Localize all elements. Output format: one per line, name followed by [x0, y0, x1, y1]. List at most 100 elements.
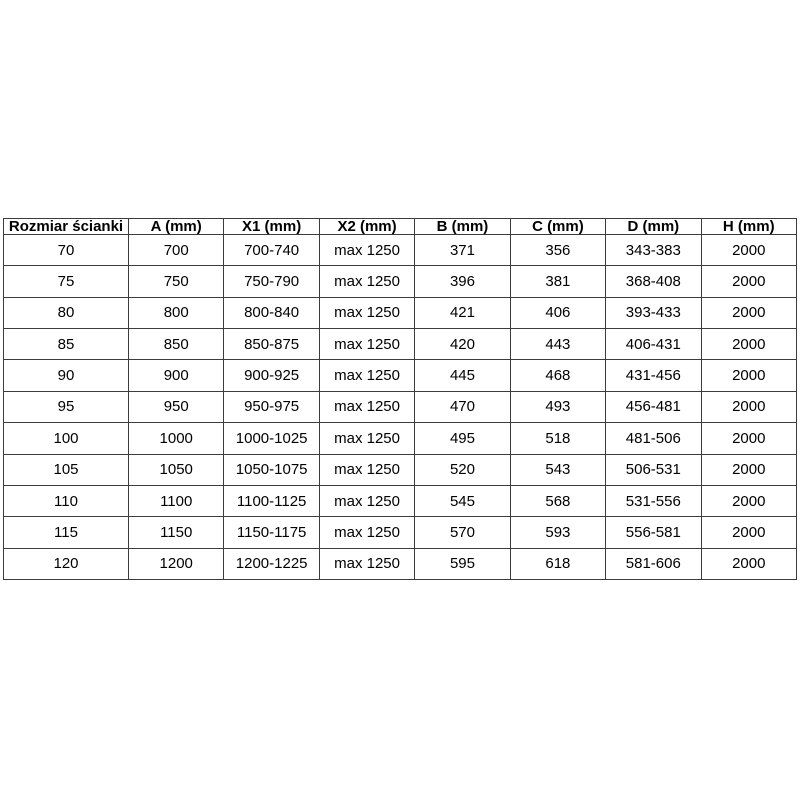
table-cell: 2000: [700, 328, 798, 361]
table-cell: 90: [3, 359, 129, 392]
table-cell: 105: [3, 453, 129, 486]
column-header-6: D (mm): [605, 218, 702, 235]
table-header-row: Rozmiar ścianki A (mm) X1 (mm) X2 (mm) B (mm…: [3, 218, 798, 235]
column-header-7: H (mm): [700, 218, 798, 235]
table-cell: 80: [3, 296, 129, 330]
table-cell: max 1250: [318, 390, 416, 424]
table-cell: 456-481: [605, 390, 702, 424]
table-cell: 406: [509, 296, 607, 330]
table-row: 85 850 850-875 max 1250 420 443 406-431 2000: [3, 328, 798, 361]
table-cell: 556-581: [605, 516, 702, 549]
table-cell: 70: [3, 233, 129, 267]
table-cell: 531-556: [605, 484, 702, 518]
table-cell: max 1250: [318, 484, 416, 518]
table-cell: 1150: [127, 516, 225, 549]
table-cell: 950: [127, 390, 225, 424]
table-cell: 700: [127, 233, 225, 267]
table-cell: max 1250: [318, 233, 416, 267]
table-cell: 1100-1125: [223, 484, 320, 518]
table-cell: 1100: [127, 484, 225, 518]
table-row: 100 1000 1000-1025 max 1250 495 518 481-506 200…: [3, 422, 798, 455]
table-cell: 2000: [700, 233, 798, 267]
table-cell: 800: [127, 296, 225, 330]
table-body: 70 700 700-740 max 1250 371 356 343-383 2000 75 7…: [3, 233, 798, 581]
table-row: 90 900 900-925 max 1250 445 468 431-456 2000: [3, 359, 798, 392]
table-cell: 100: [3, 422, 129, 455]
table-cell: max 1250: [318, 422, 416, 455]
table-cell: 700-740: [223, 233, 320, 267]
table-cell: 850-875: [223, 328, 320, 361]
table-cell: 493: [509, 390, 607, 424]
table-cell: 95: [3, 390, 129, 424]
table-cell: 2000: [700, 265, 798, 298]
table-cell: max 1250: [318, 265, 416, 298]
table-cell: 593: [509, 516, 607, 549]
dimensions-table: Rozmiar ścianki A (mm) X1 (mm) X2 (mm) B (mm…: [3, 218, 798, 581]
table-cell: 371: [414, 233, 511, 267]
table-cell: 581-606: [605, 547, 702, 581]
table-cell: 2000: [700, 516, 798, 549]
table-cell: 431-456: [605, 359, 702, 392]
table-cell: 343-383: [605, 233, 702, 267]
table-header: Rozmiar ścianki A (mm) X1 (mm) X2 (mm) B (mm…: [3, 218, 798, 235]
table-cell: 618: [509, 547, 607, 581]
table-cell: 356: [509, 233, 607, 267]
table-cell: 406-431: [605, 328, 702, 361]
table-cell: 595: [414, 547, 511, 581]
table-cell: 950-975: [223, 390, 320, 424]
table-cell: max 1250: [318, 359, 416, 392]
table-row: 75 750 750-790 max 1250 396 381 368-408 2000: [3, 265, 798, 298]
table-cell: 520: [414, 453, 511, 486]
table-cell: 2000: [700, 484, 798, 518]
table-cell: max 1250: [318, 296, 416, 330]
table-cell: max 1250: [318, 328, 416, 361]
column-header-2: X1 (mm): [223, 218, 320, 235]
table-cell: 506-531: [605, 453, 702, 486]
table-cell: max 1250: [318, 453, 416, 486]
table-cell: 470: [414, 390, 511, 424]
table-cell: 900: [127, 359, 225, 392]
table-cell: max 1250: [318, 547, 416, 581]
table-cell: 1000: [127, 422, 225, 455]
table-cell: 543: [509, 453, 607, 486]
table-row: 115 1150 1150-1175 max 1250 570 593 556-581 200…: [3, 516, 798, 549]
table-cell: 1150-1175: [223, 516, 320, 549]
table-cell: 2000: [700, 453, 798, 486]
table-cell: 443: [509, 328, 607, 361]
table-cell: 393-433: [605, 296, 702, 330]
table-cell: 120: [3, 547, 129, 581]
table-cell: 85: [3, 328, 129, 361]
table-row: 110 1100 1100-1125 max 1250 545 568 531-556 200…: [3, 484, 798, 518]
table-cell: 518: [509, 422, 607, 455]
table-cell: 381: [509, 265, 607, 298]
column-header-0: Rozmiar ścianki: [3, 218, 129, 235]
table-cell: 2000: [700, 390, 798, 424]
table-cell: 2000: [700, 422, 798, 455]
table-cell: 1050-1075: [223, 453, 320, 486]
table-cell: 568: [509, 484, 607, 518]
table-cell: 750-790: [223, 265, 320, 298]
column-header-5: C (mm): [509, 218, 607, 235]
table-cell: 396: [414, 265, 511, 298]
table-cell: 545: [414, 484, 511, 518]
column-header-4: B (mm): [414, 218, 511, 235]
table-cell: 445: [414, 359, 511, 392]
table-cell: 2000: [700, 359, 798, 392]
table-cell: max 1250: [318, 516, 416, 549]
table-cell: 2000: [700, 296, 798, 330]
table-cell: 800-840: [223, 296, 320, 330]
table-cell: 570: [414, 516, 511, 549]
table-cell: 110: [3, 484, 129, 518]
table-cell: 1200: [127, 547, 225, 581]
table-cell: 368-408: [605, 265, 702, 298]
column-header-1: A (mm): [127, 218, 225, 235]
table-cell: 481-506: [605, 422, 702, 455]
table-row: 105 1050 1050-1075 max 1250 520 543 506-531 200…: [3, 453, 798, 486]
table-cell: 75: [3, 265, 129, 298]
table-cell: 468: [509, 359, 607, 392]
table-row: 120 1200 1200-1225 max 1250 595 618 581-606 200…: [3, 547, 798, 581]
table-cell: 2000: [700, 547, 798, 581]
table-cell: 850: [127, 328, 225, 361]
table-cell: 1050: [127, 453, 225, 486]
